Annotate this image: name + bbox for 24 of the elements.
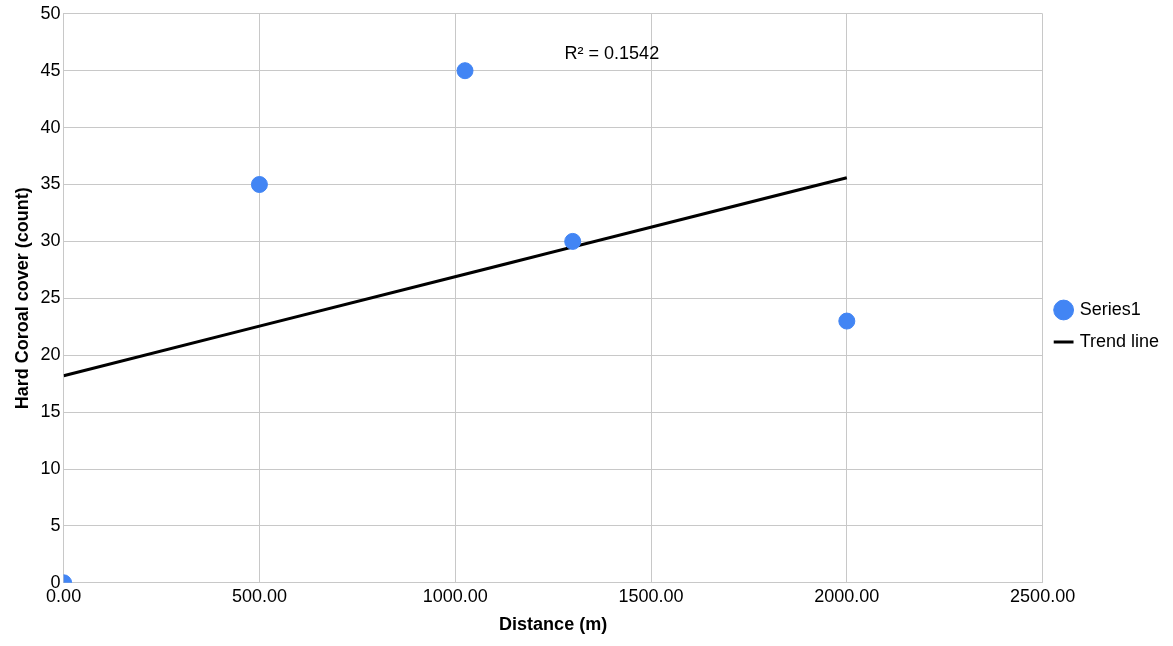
y-tick-label: 15 xyxy=(40,401,61,422)
x-tick-label: 2500.00 xyxy=(1010,585,1076,606)
x-axis-title: Distance (m) xyxy=(499,614,608,635)
x-tick-label: 1500.00 xyxy=(618,585,684,606)
x-tick-label: 1000.00 xyxy=(422,585,488,606)
x-tick-label: 500.00 xyxy=(231,585,287,606)
point xyxy=(838,312,856,330)
y-tick-label: 20 xyxy=(40,344,61,365)
y-tick-label: 5 xyxy=(50,514,61,535)
y-tick-label: 10 xyxy=(40,457,61,478)
point xyxy=(456,62,474,80)
y-tick-label: 45 xyxy=(40,59,61,80)
legend-label: Trend line xyxy=(1079,330,1159,351)
y-axis-title: Hard Coroal cover (count) xyxy=(11,187,32,410)
y-tick-label: 30 xyxy=(40,230,61,251)
y-tick-label: 35 xyxy=(40,173,61,194)
x-tick-label: 2000.00 xyxy=(814,585,880,606)
y-tick-label: 25 xyxy=(40,287,61,308)
y-tick-label: 50 xyxy=(40,2,61,23)
point xyxy=(250,176,268,193)
point xyxy=(564,232,582,250)
annotation: R² = 0.1542 xyxy=(564,42,660,63)
y-tick-label: 40 xyxy=(40,116,61,137)
legend-label: Series1 xyxy=(1079,298,1141,319)
